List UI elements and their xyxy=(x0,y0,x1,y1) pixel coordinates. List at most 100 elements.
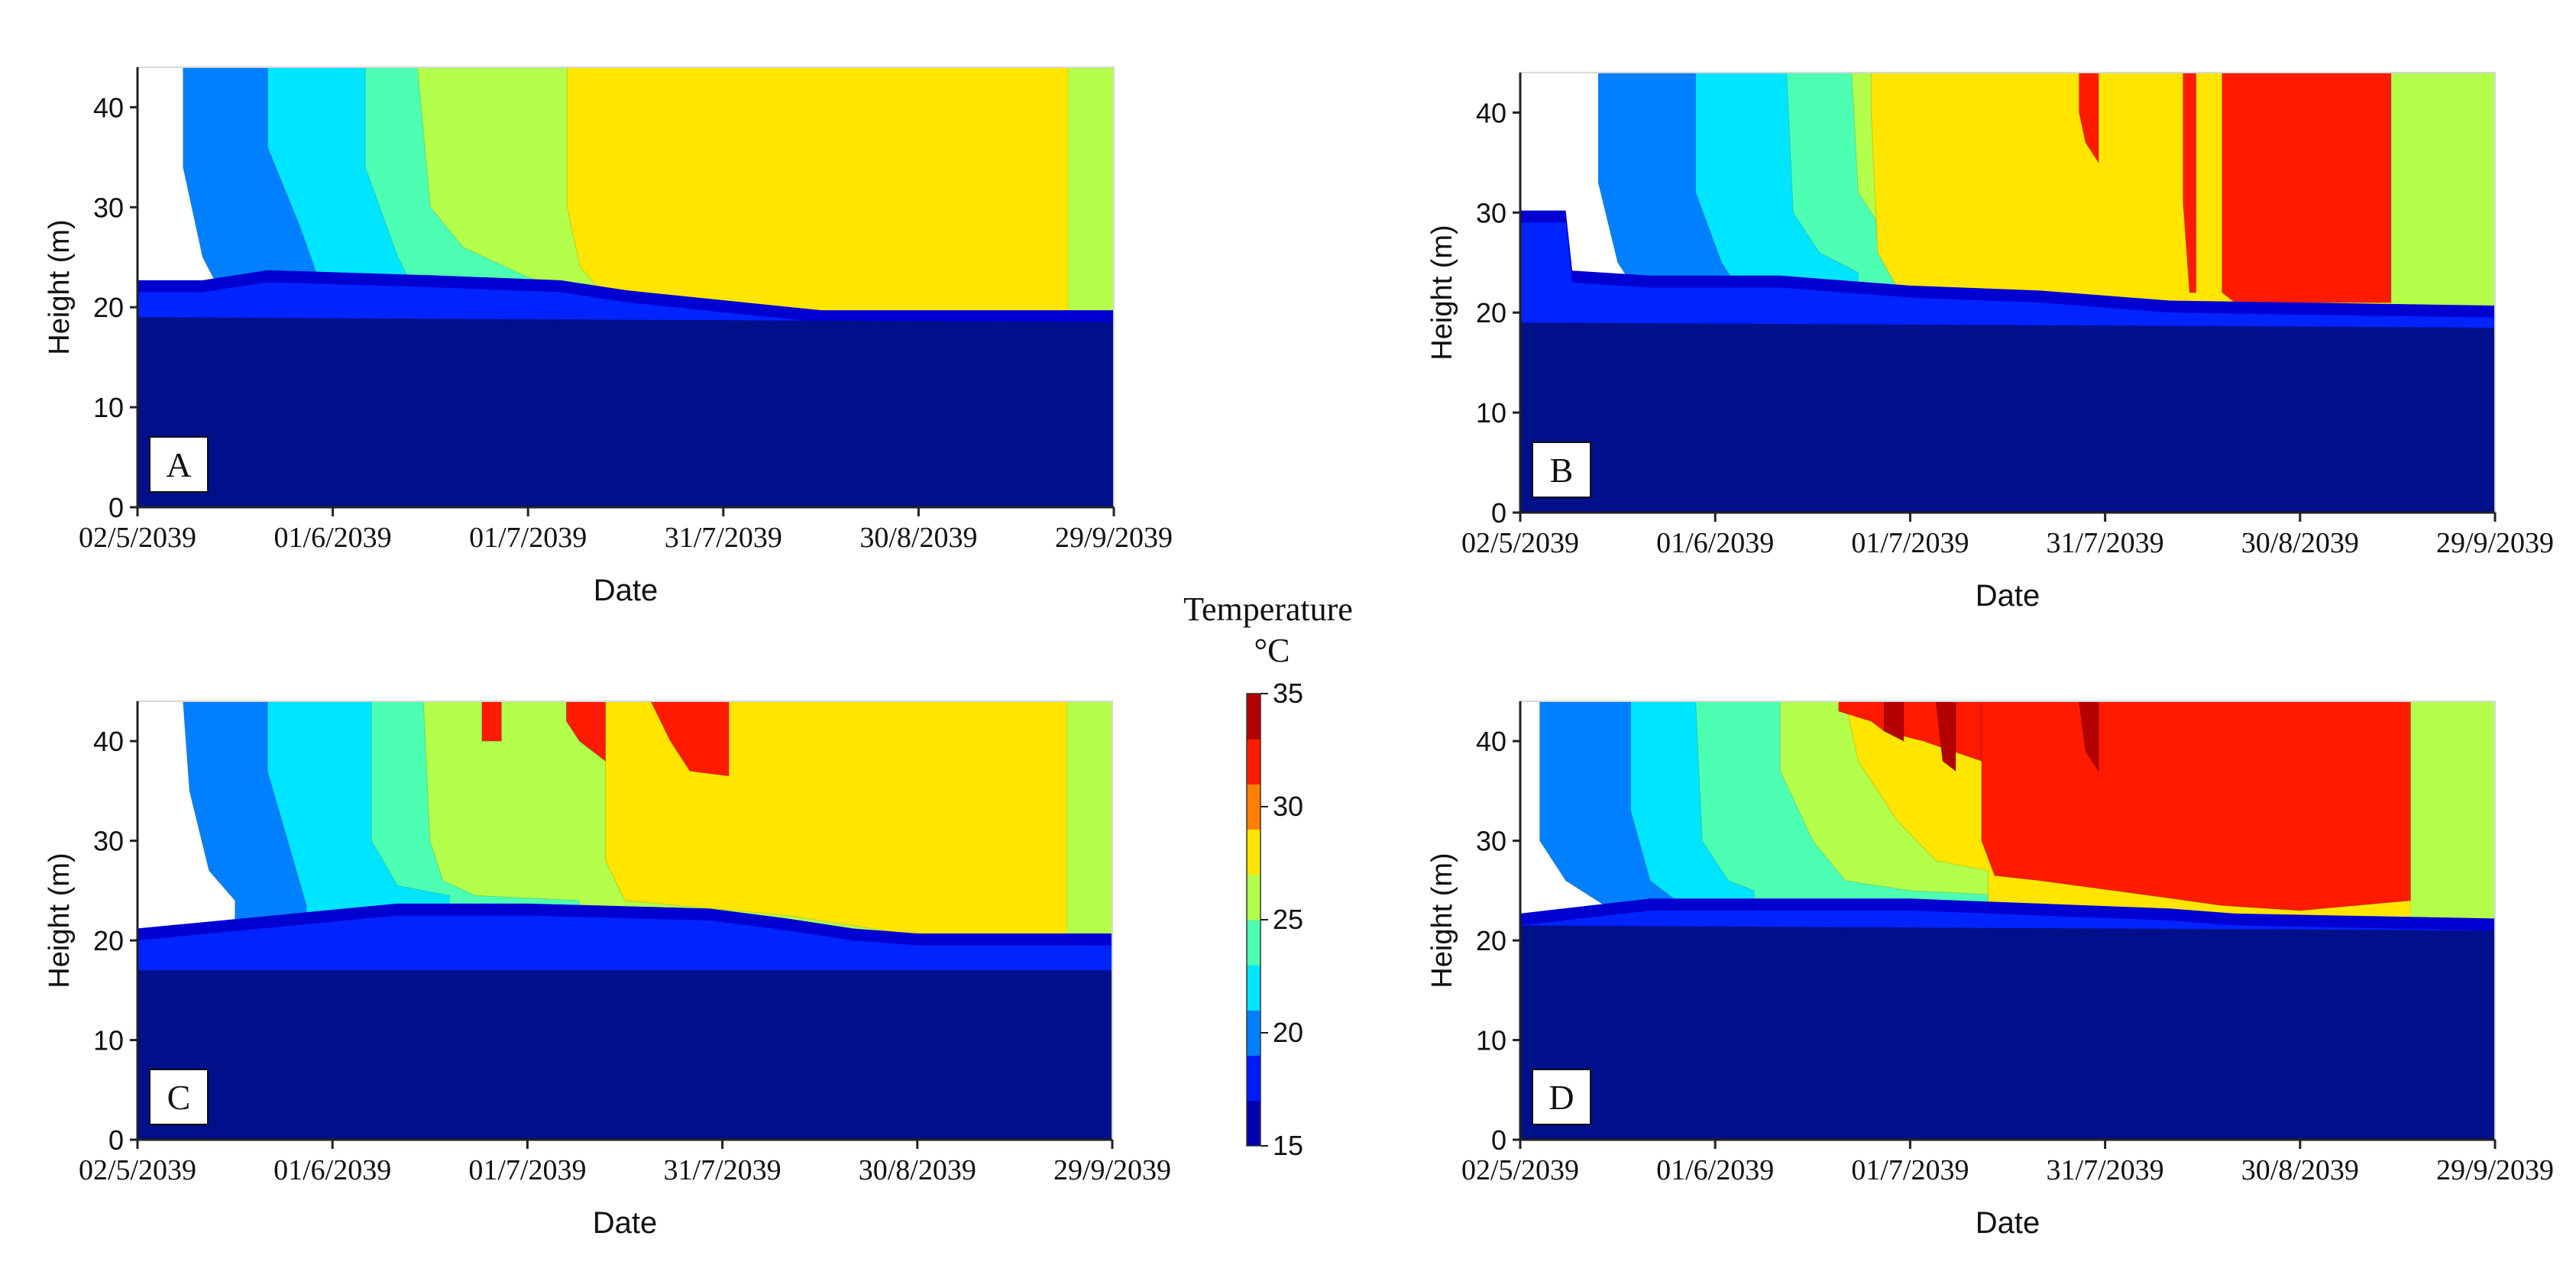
chart-panel-c: 0 10 20 30 40 02/5/2039 01/6/2039 01/7/2039 31/7… xyxy=(44,700,1171,1240)
y-tick-label: 0 xyxy=(1491,1124,1506,1156)
colorbar-tick-label: 35 xyxy=(1273,678,1303,709)
x-axis-label: Date xyxy=(593,1206,658,1240)
colorbar-tick-label: 30 xyxy=(1273,791,1303,822)
x-tick-label: 31/7/2039 xyxy=(665,522,782,554)
panel-label-box xyxy=(149,1069,209,1125)
x-tick-label: 31/7/2039 xyxy=(664,1154,782,1186)
chart-panel-b: 0 10 20 30 40 02/5/2039 01/6/2039 01/7/2039 31/7… xyxy=(1426,72,2554,613)
colorbar-tick-label: 20 xyxy=(1273,1017,1303,1048)
x-tick-label: 02/5/2039 xyxy=(1461,1154,1579,1186)
colorbar-segment xyxy=(1247,1010,1260,1056)
y-tick-label: 10 xyxy=(93,392,124,423)
y-axis-label: Height (m) xyxy=(44,219,76,354)
x-tick-label: 30/8/2039 xyxy=(859,522,977,554)
x-tick-label: 31/7/2039 xyxy=(2047,1154,2164,1186)
y-tick-label: 40 xyxy=(1476,97,1506,128)
colorbar-tick-label: 15 xyxy=(1273,1130,1303,1161)
panel-label: D xyxy=(1549,1078,1574,1117)
colorbar-segment xyxy=(1247,1055,1260,1102)
plot-area xyxy=(1520,701,2495,1140)
x-tick-label: 01/7/2039 xyxy=(1851,1154,1969,1186)
hot-region xyxy=(565,701,606,762)
hot-region xyxy=(1883,701,1904,742)
colorbar-title: Temperature xyxy=(1183,590,1353,628)
x-tick-label: 01/6/2039 xyxy=(274,522,392,554)
x-tick-label: 01/6/2039 xyxy=(273,1154,391,1186)
hot-region xyxy=(1935,701,1956,772)
colorbar-segment xyxy=(1247,1100,1260,1147)
y-tick-label: 20 xyxy=(1476,925,1506,956)
y-tick-label: 20 xyxy=(93,292,124,323)
y-tick-label: 30 xyxy=(1476,826,1506,857)
colorbar-segment xyxy=(1247,829,1260,875)
hot-region xyxy=(650,701,730,777)
colorbar-unit: °C xyxy=(1254,632,1290,669)
x-tick-label: 29/9/2039 xyxy=(2436,1154,2554,1186)
panel-label-box xyxy=(149,436,209,493)
x-tick-label: 01/7/2039 xyxy=(1851,527,1969,559)
hot-region xyxy=(2079,701,2099,773)
x-tick-label: 02/5/2039 xyxy=(1461,527,1579,559)
y-tick-label: 40 xyxy=(93,726,124,757)
hot-region xyxy=(481,701,502,742)
colorbar-segment xyxy=(1247,965,1260,1011)
y-tick-label: 0 xyxy=(108,492,124,523)
y-tick-label: 20 xyxy=(93,925,124,956)
y-axis-label: Height (m) xyxy=(44,852,76,988)
x-tick-label: 29/9/2039 xyxy=(1055,522,1173,554)
x-tick-label: 29/9/2039 xyxy=(1053,1154,1171,1186)
y-tick-label: 40 xyxy=(1476,726,1506,757)
hypolimnion-layer xyxy=(1520,925,2495,1140)
hot-region xyxy=(2222,73,2392,303)
x-tick-label: 30/8/2039 xyxy=(2241,1154,2359,1186)
panel-label: C xyxy=(167,1078,191,1117)
plot-area xyxy=(1520,73,2495,513)
x-tick-label: 31/7/2039 xyxy=(2047,527,2164,559)
x-tick-label: 01/7/2039 xyxy=(469,522,587,554)
x-axis-label: Date xyxy=(1976,579,2040,613)
colorbar-segment xyxy=(1247,694,1260,739)
hypolimnion-layer xyxy=(1520,322,2495,513)
x-tick-label: 30/8/2039 xyxy=(2241,527,2359,559)
colorbar-segment xyxy=(1247,920,1260,966)
colorbar-segment xyxy=(1247,874,1260,920)
y-tick-label: 40 xyxy=(93,92,124,123)
panel-label-box xyxy=(1532,442,1591,498)
plot-area xyxy=(138,67,1114,507)
x-tick-label: 01/6/2039 xyxy=(1656,527,1774,559)
y-tick-label: 30 xyxy=(93,192,124,223)
hypolimnion-layer xyxy=(138,970,1112,1140)
y-axis-label: Height (m) xyxy=(1426,225,1458,360)
y-tick-label: 0 xyxy=(1491,497,1506,529)
y-tick-label: 10 xyxy=(1476,397,1506,429)
colorbar-segment xyxy=(1247,739,1260,785)
hypolimnion-layer xyxy=(138,317,1114,507)
hot-region xyxy=(1981,701,2411,911)
panel-label: B xyxy=(1550,451,1574,490)
x-axis-label: Date xyxy=(594,574,659,607)
y-tick-label: 10 xyxy=(1476,1025,1506,1056)
x-tick-label: 01/7/2039 xyxy=(468,1154,586,1186)
colorbar-tick-label: 25 xyxy=(1273,904,1303,935)
colorbar-segment xyxy=(1247,784,1260,830)
y-axis-label: Height (m) xyxy=(1426,852,1458,988)
x-axis-label: Date xyxy=(1976,1206,2040,1240)
y-tick-label: 30 xyxy=(93,826,124,857)
y-tick-label: 20 xyxy=(1476,297,1506,328)
colorbar: Temperature °C 35 30 25 20 15 xyxy=(1183,590,1353,1161)
y-tick-label: 10 xyxy=(93,1025,124,1056)
y-tick-label: 0 xyxy=(108,1124,124,1156)
plot-area xyxy=(138,701,1112,1140)
panel-label: A xyxy=(166,445,191,484)
hot-region xyxy=(2183,73,2197,293)
chart-panel-a: 0 10 20 30 40 02/5/2039 01/6/2039 01/7/2039 31/7… xyxy=(44,66,1173,607)
x-tick-label: 01/6/2039 xyxy=(1656,1154,1774,1186)
panel-label-box xyxy=(1532,1069,1591,1125)
x-tick-label: 02/5/2039 xyxy=(79,522,196,554)
chart-panel-d: 0 10 20 30 40 02/5/2039 01/6/2039 01/7/2039 31/7… xyxy=(1426,700,2554,1240)
y-tick-label: 30 xyxy=(1476,197,1506,228)
x-tick-label: 02/5/2039 xyxy=(79,1154,196,1186)
x-tick-label: 29/9/2039 xyxy=(2436,527,2554,559)
x-tick-label: 30/8/2039 xyxy=(859,1154,976,1186)
